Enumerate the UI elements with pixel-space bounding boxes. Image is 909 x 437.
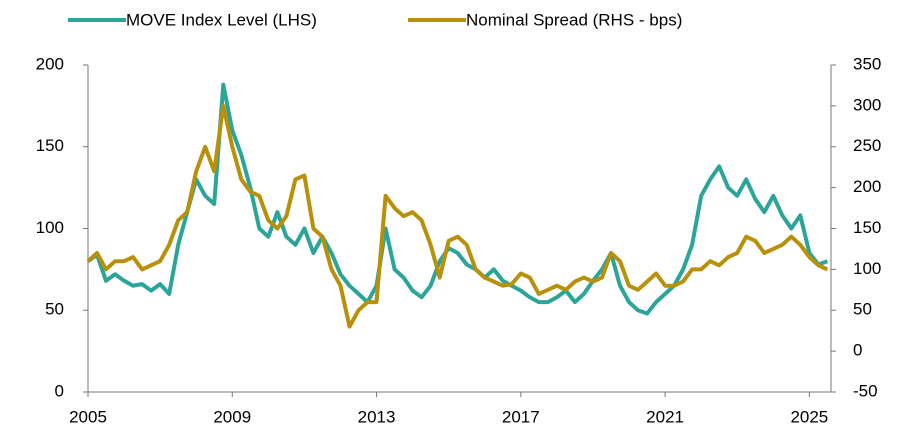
- y-tick-label: 50: [45, 300, 64, 319]
- y2-tick-label: 150: [853, 218, 881, 237]
- y2-tick-label: 300: [853, 95, 881, 114]
- y2-tick-label: 100: [853, 259, 881, 278]
- y-tick-label: 200: [36, 54, 64, 73]
- series-line: [86, 103, 829, 329]
- x-tick-label: 2009: [213, 407, 251, 426]
- y-tick-label: 150: [36, 136, 64, 155]
- y-tick-label: 100: [36, 218, 64, 237]
- x-tick-label: 2021: [646, 407, 684, 426]
- x-tick-label: 2005: [69, 407, 107, 426]
- y2-tick-label: 350: [853, 54, 881, 73]
- y2-tick-label: 0: [853, 341, 862, 360]
- legend-label: MOVE Index Level (LHS): [126, 10, 317, 29]
- x-tick-label: 2013: [358, 407, 396, 426]
- series-line: [86, 82, 829, 316]
- y2-tick-label: -50: [853, 381, 878, 400]
- y2-tick-label: 250: [853, 136, 881, 155]
- x-tick-label: 2025: [790, 407, 828, 426]
- y2-tick-label: 50: [853, 300, 872, 319]
- y2-tick-label: 200: [853, 177, 881, 196]
- x-tick-label: 2017: [502, 407, 540, 426]
- legend-label: Nominal Spread (RHS - bps): [466, 10, 682, 29]
- y-tick-label: 0: [55, 381, 64, 400]
